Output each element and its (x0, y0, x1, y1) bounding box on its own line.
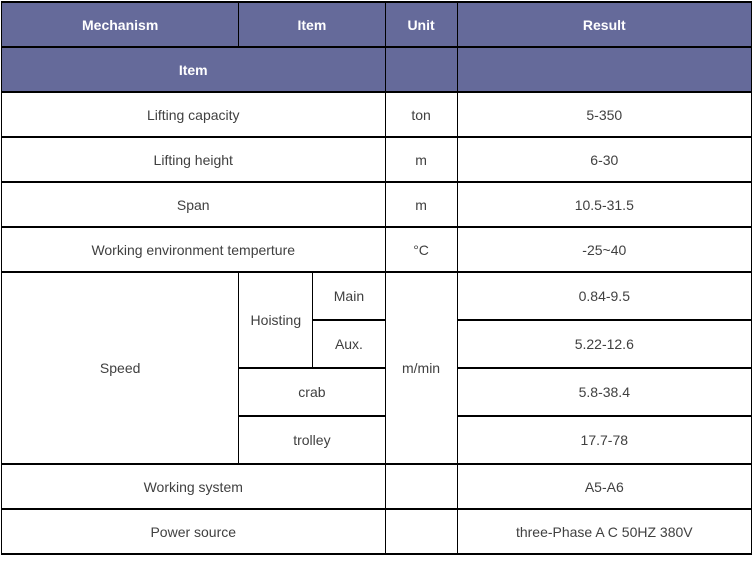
cell-speed-crab-label: crab (238, 367, 386, 417)
cell-speed-label: Speed (0, 271, 240, 465)
cell-speed-trolley-label: trolley (238, 415, 386, 465)
cell-working-system-label: Working system (1, 463, 386, 510)
table-row-speed-crab: crab 5.8-38.4 (2, 367, 753, 417)
cell-span-unit: m (384, 181, 458, 228)
subheader-row: Item (1, 46, 753, 93)
cell-speed-crab-result: 5.8-38.4 (456, 367, 753, 417)
cell-lifting-capacity-unit: ton (384, 91, 458, 138)
cell-power-source-unit-empty (384, 508, 458, 555)
cell-hoisting-label: Hoisting (238, 271, 314, 369)
cell-working-system-unit-empty (384, 463, 458, 510)
cell-lifting-height-label: Lifting height (1, 136, 386, 183)
table-row-working-environment-temperature: Working environment temperture °C -25~40 (1, 226, 753, 273)
header-mechanism: Mechanism (0, 1, 240, 48)
table-row-working-system: Working system A5-A6 (1, 463, 753, 510)
cell-speed-main-label: Main (312, 271, 386, 321)
subheader-item: Item (1, 46, 386, 93)
cell-working-system-result: A5-A6 (456, 463, 753, 510)
cell-speed-main-result: 0.84-9.5 (456, 271, 753, 321)
cell-span-label: Span (1, 181, 386, 228)
cell-power-source-result: three-Phase A C 50HZ 380V (456, 508, 753, 555)
header-result: Result (456, 1, 753, 48)
cell-speed-trolley-result: 17.7-78 (456, 415, 753, 465)
table-row-lifting-height: Lifting height m 6-30 (1, 136, 753, 183)
header-unit: Unit (384, 1, 458, 48)
table-row-lifting-capacity: Lifting capacity ton 5-350 (1, 91, 753, 138)
cell-lifting-capacity-result: 5-350 (456, 91, 753, 138)
cell-working-env-temp-label: Working environment temperture (1, 226, 386, 273)
cell-lifting-height-unit: m (384, 136, 458, 183)
cell-working-env-temp-result: -25~40 (456, 226, 753, 273)
table-row-power-source: Power source three-Phase A C 50HZ 380V (1, 508, 753, 555)
header-item: Item (238, 1, 386, 48)
table-row-span: Span m 10.5-31.5 (1, 181, 753, 228)
cell-speed-aux-label: Aux. (312, 319, 386, 369)
cell-speed-unit: m/min (384, 271, 458, 465)
cell-working-env-temp-unit: °C (384, 226, 458, 273)
cell-power-source-label: Power source (1, 508, 386, 555)
cell-speed-aux-result: 5.22-12.6 (456, 319, 753, 369)
subheader-unit-empty (384, 46, 458, 93)
subheader-result-empty (456, 46, 753, 93)
cell-lifting-capacity-label: Lifting capacity (1, 91, 386, 138)
cell-lifting-height-result: 6-30 (456, 136, 753, 183)
cell-span-result: 10.5-31.5 (456, 181, 753, 228)
table-row-speed-trolley: trolley 17.7-78 (2, 415, 753, 465)
header-row: Mechanism Item Unit Result (0, 1, 753, 48)
table-row-speed-aux: Aux. 5.22-12.6 (2, 319, 753, 369)
table-row-speed-main: Speed Hoisting Main m/min 0.84-9.5 (0, 271, 753, 465)
